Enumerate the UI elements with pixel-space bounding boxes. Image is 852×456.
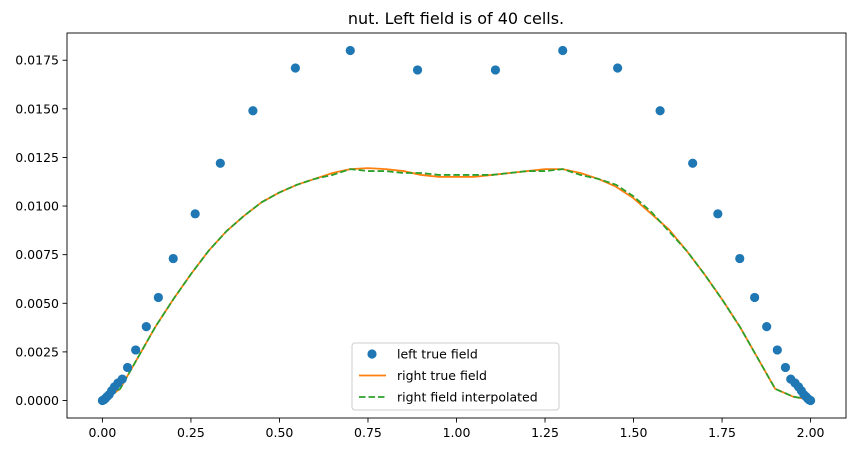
x-tick-label: 0.25 <box>177 425 205 440</box>
x-tick-label: 0.50 <box>266 425 294 440</box>
y-tick-label: 0.0125 <box>15 150 59 165</box>
x-tick-label: 2.00 <box>797 425 825 440</box>
chart-title: nut. Left field is of 40 cells. <box>348 9 564 28</box>
data-point-left-true-field <box>153 292 163 303</box>
data-point-left-true-field <box>688 158 698 168</box>
legend: left true field right true field right fie… <box>351 342 560 411</box>
data-point-left-true-field <box>215 158 225 168</box>
plot-area <box>97 45 816 406</box>
data-point-left-true-field <box>750 292 760 303</box>
data-point-left-true-field <box>713 209 723 219</box>
data-point-left-true-field <box>190 209 200 219</box>
series-line-right-field-interpolated <box>101 168 811 402</box>
data-point-left-true-field <box>655 106 665 116</box>
y-tick-label: 0.0025 <box>15 344 59 359</box>
data-point-left-true-field <box>248 106 258 116</box>
axes: 0.00 0.25 0.50 0.75 1.00 1.25 1.50 1.75 2.00 0.00… <box>15 32 847 440</box>
data-point-left-true-field <box>490 65 501 75</box>
data-point-left-true-field <box>168 253 178 264</box>
y-tick-label: 0.0050 <box>15 296 59 311</box>
y-tick-label: 0.0075 <box>15 247 59 262</box>
y-tick-label: 0.0150 <box>15 101 59 116</box>
data-point-left-true-field <box>735 253 745 264</box>
data-point-left-true-field <box>780 362 791 373</box>
data-point-left-true-field <box>141 322 151 332</box>
x-tick-label: 1.50 <box>620 425 648 440</box>
x-tick-label: 1.75 <box>708 425 736 440</box>
data-point-left-true-field <box>805 395 816 406</box>
legend-box <box>351 342 560 411</box>
data-point-left-true-field <box>117 374 127 384</box>
y-tick-label: 0.0000 <box>15 393 59 408</box>
legend-label: right true field <box>397 368 487 383</box>
data-point-left-true-field <box>613 63 623 73</box>
x-tick-label: 0.00 <box>88 425 116 440</box>
data-point-left-true-field <box>345 45 355 56</box>
data-point-left-true-field <box>290 63 300 73</box>
legend-label: left true field <box>397 347 478 362</box>
data-point-left-true-field <box>772 345 782 355</box>
x-tick-label: 0.75 <box>354 425 382 440</box>
legend-marker-left-true-field <box>367 349 377 359</box>
x-tick-label: 1.00 <box>443 425 471 440</box>
y-tick-label: 0.0175 <box>15 53 59 68</box>
data-point-left-true-field <box>412 65 423 75</box>
data-point-left-true-field <box>558 45 568 56</box>
x-tick-label: 1.25 <box>531 425 559 440</box>
data-point-left-true-field <box>131 345 141 355</box>
legend-label: right field interpolated <box>397 390 538 405</box>
data-point-left-true-field <box>762 322 772 332</box>
y-tick-label: 0.0100 <box>15 199 59 214</box>
data-point-left-true-field <box>122 362 133 373</box>
